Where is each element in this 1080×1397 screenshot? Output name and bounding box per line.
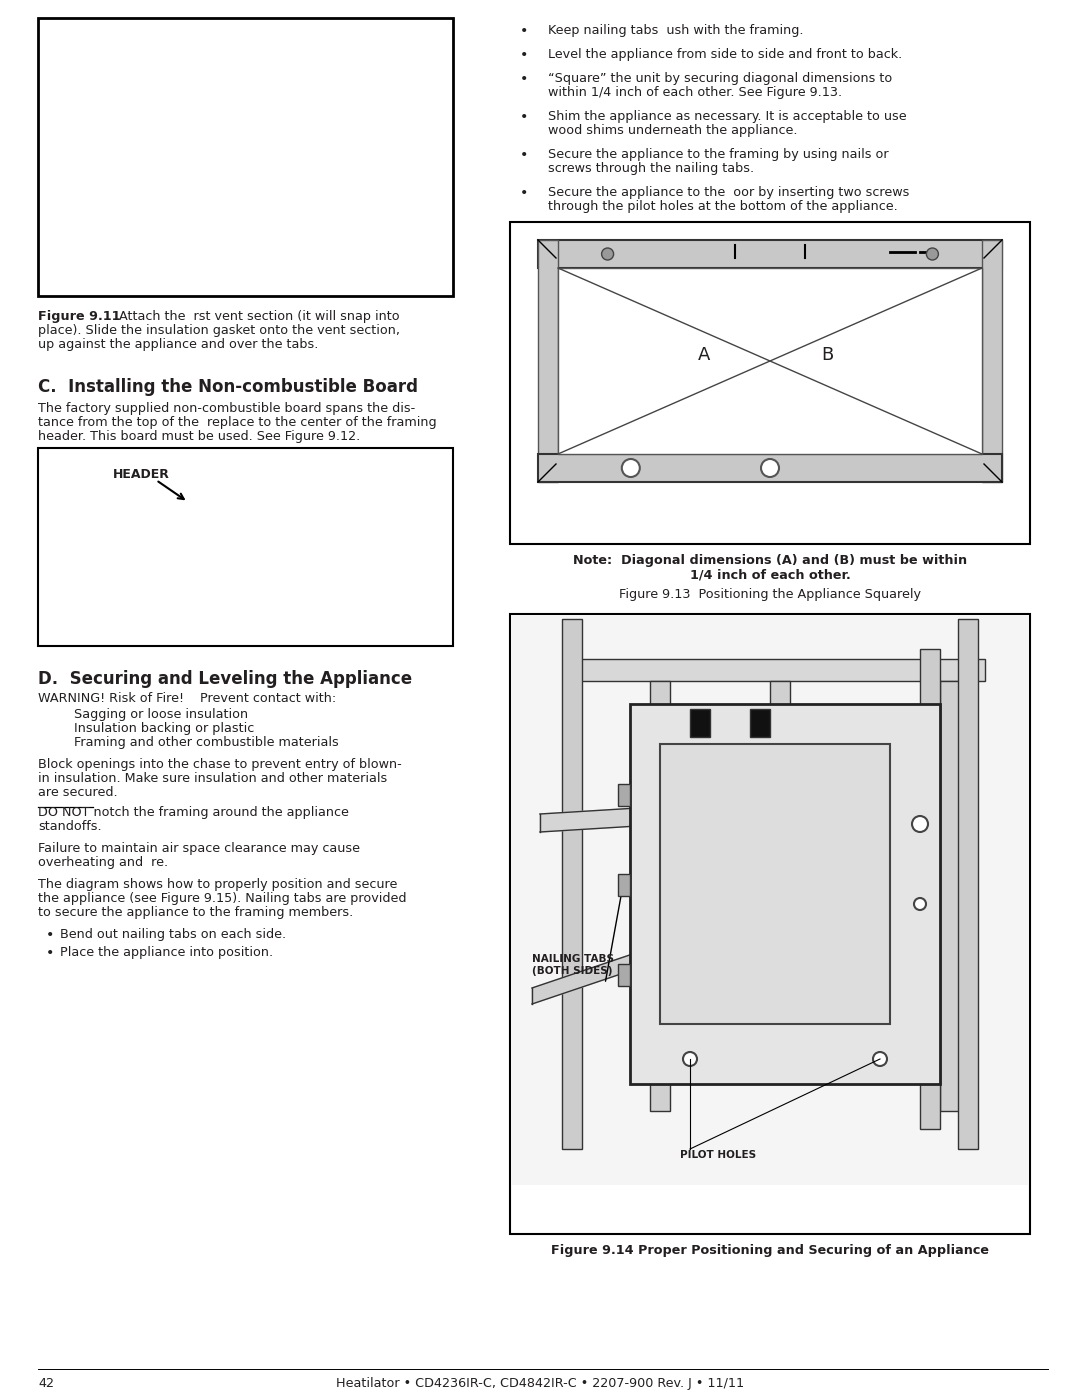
Text: are secured.: are secured.	[38, 787, 118, 799]
Circle shape	[602, 249, 613, 260]
Bar	[982, 240, 1002, 482]
Text: Keep nailing tabs  ush with the framing.: Keep nailing tabs ush with the framing.	[548, 24, 804, 36]
Circle shape	[914, 898, 926, 909]
Text: •: •	[519, 47, 528, 61]
Text: screws through the nailing tabs.: screws through the nailing tabs.	[548, 162, 754, 175]
Text: Place the appliance into position.: Place the appliance into position.	[60, 946, 273, 958]
Bar	[630, 704, 940, 1084]
Circle shape	[622, 460, 639, 476]
Bar	[38, 18, 453, 296]
Text: Attach the  rst vent section (it will snap into: Attach the rst vent section (it will sna…	[111, 310, 400, 323]
Text: to secure the appliance to the framing members.: to secure the appliance to the framing m…	[38, 907, 353, 919]
Text: Shim the appliance as necessary. It is acceptable to use: Shim the appliance as necessary. It is a…	[548, 110, 906, 123]
Text: Figure 9.13  Positioning the Appliance Squarely: Figure 9.13 Positioning the Appliance Sq…	[619, 588, 921, 601]
Circle shape	[927, 249, 939, 260]
Bar	[690, 710, 710, 738]
Text: Secure the appliance to the  oor by inserting two screws: Secure the appliance to the oor by inser…	[548, 186, 909, 198]
Text: Figure 9.14 Proper Positioning and Securing of an Appliance: Figure 9.14 Proper Positioning and Secur…	[551, 1243, 989, 1257]
Text: overheating and  re.: overheating and re.	[38, 856, 168, 869]
Text: •: •	[46, 928, 54, 942]
Polygon shape	[540, 806, 670, 833]
Text: Note:  Diagonal dimensions (A) and (B) must be within: Note: Diagonal dimensions (A) and (B) mu…	[572, 555, 967, 567]
Text: •: •	[519, 186, 528, 200]
Text: C.  Installing the Non-combustible Board: C. Installing the Non-combustible Board	[38, 379, 418, 395]
Bar	[650, 680, 670, 1111]
Bar	[538, 454, 1002, 482]
Text: Heatilator • CD4236IR-C, CD4842IR-C • 2207-900 Rev. J • 11/11: Heatilator • CD4236IR-C, CD4842IR-C • 22…	[336, 1377, 744, 1390]
Text: •: •	[519, 148, 528, 162]
Bar	[38, 448, 453, 645]
Text: tance from the top of the  replace to the center of the framing: tance from the top of the replace to the…	[38, 416, 436, 429]
Circle shape	[873, 1052, 887, 1066]
Text: •: •	[519, 24, 528, 38]
Bar	[618, 875, 630, 895]
Text: A: A	[698, 346, 711, 365]
Text: NAILING TABS: NAILING TABS	[532, 954, 615, 964]
Text: The factory supplied non-combustible board spans the dis-: The factory supplied non-combustible boa…	[38, 402, 415, 415]
Bar	[770, 680, 789, 800]
Bar	[538, 240, 558, 482]
Polygon shape	[532, 937, 680, 1004]
Bar	[558, 268, 982, 454]
Circle shape	[761, 460, 779, 476]
Bar	[511, 615, 1029, 1185]
Bar	[750, 710, 770, 738]
Text: (BOTH SIDES): (BOTH SIDES)	[532, 965, 612, 977]
Bar	[618, 784, 630, 806]
Bar	[618, 964, 630, 986]
Text: Figure 9.11: Figure 9.11	[38, 310, 121, 323]
Text: Level the appliance from side to side and front to back.: Level the appliance from side to side an…	[548, 47, 902, 61]
Text: PILOT HOLES: PILOT HOLES	[680, 1150, 756, 1160]
Text: Framing and other combustible materials: Framing and other combustible materials	[75, 736, 339, 749]
Bar	[958, 619, 978, 1148]
Text: Secure the appliance to the framing by using nails or: Secure the appliance to the framing by u…	[548, 148, 889, 161]
Text: place). Slide the insulation gasket onto the vent section,: place). Slide the insulation gasket onto…	[38, 324, 400, 337]
Bar	[562, 619, 582, 1148]
Circle shape	[683, 1052, 697, 1066]
Text: •: •	[519, 110, 528, 124]
Text: Block openings into the chase to prevent entry of blown-: Block openings into the chase to prevent…	[38, 759, 402, 771]
Text: “Square” the unit by securing diagonal dimensions to: “Square” the unit by securing diagonal d…	[548, 73, 892, 85]
Text: in insulation. Make sure insulation and other materials: in insulation. Make sure insulation and …	[38, 773, 388, 785]
Bar	[660, 745, 890, 1024]
Bar	[920, 650, 940, 1129]
Text: The diagram shows how to properly position and secure: The diagram shows how to properly positi…	[38, 877, 397, 891]
Text: up against the appliance and over the tabs.: up against the appliance and over the ta…	[38, 338, 319, 351]
Text: 42: 42	[38, 1377, 54, 1390]
Text: standoffs.: standoffs.	[38, 820, 102, 833]
Bar	[570, 659, 985, 680]
Bar	[510, 222, 1030, 543]
Text: wood shims underneath the appliance.: wood shims underneath the appliance.	[548, 124, 797, 137]
Bar	[510, 615, 1030, 1234]
Text: 1/4 inch of each other.: 1/4 inch of each other.	[690, 569, 850, 581]
Circle shape	[912, 816, 928, 833]
Bar	[538, 240, 1002, 268]
Text: •: •	[46, 946, 54, 960]
Text: B: B	[821, 346, 833, 365]
Text: DO NOT notch the framing around the appliance: DO NOT notch the framing around the appl…	[38, 806, 349, 819]
Bar	[940, 680, 960, 1111]
Text: header. This board must be used. See Figure 9.12.: header. This board must be used. See Fig…	[38, 430, 361, 443]
Text: Bend out nailing tabs on each side.: Bend out nailing tabs on each side.	[60, 928, 286, 942]
Text: HEADER: HEADER	[113, 468, 170, 481]
Text: the appliance (see Figure 9.15). Nailing tabs are provided: the appliance (see Figure 9.15). Nailing…	[38, 893, 406, 905]
Text: through the pilot holes at the bottom of the appliance.: through the pilot holes at the bottom of…	[548, 200, 897, 212]
Text: Failure to maintain air space clearance may cause: Failure to maintain air space clearance …	[38, 842, 360, 855]
Text: within 1/4 inch of each other. See Figure 9.13.: within 1/4 inch of each other. See Figur…	[548, 87, 842, 99]
Text: Insulation backing or plastic: Insulation backing or plastic	[75, 722, 254, 735]
Text: D.  Securing and Leveling the Appliance: D. Securing and Leveling the Appliance	[38, 671, 413, 687]
Text: •: •	[519, 73, 528, 87]
Text: WARNING! Risk of Fire!    Prevent contact with:: WARNING! Risk of Fire! Prevent contact w…	[38, 692, 336, 705]
Text: Sagging or loose insulation: Sagging or loose insulation	[75, 708, 248, 721]
